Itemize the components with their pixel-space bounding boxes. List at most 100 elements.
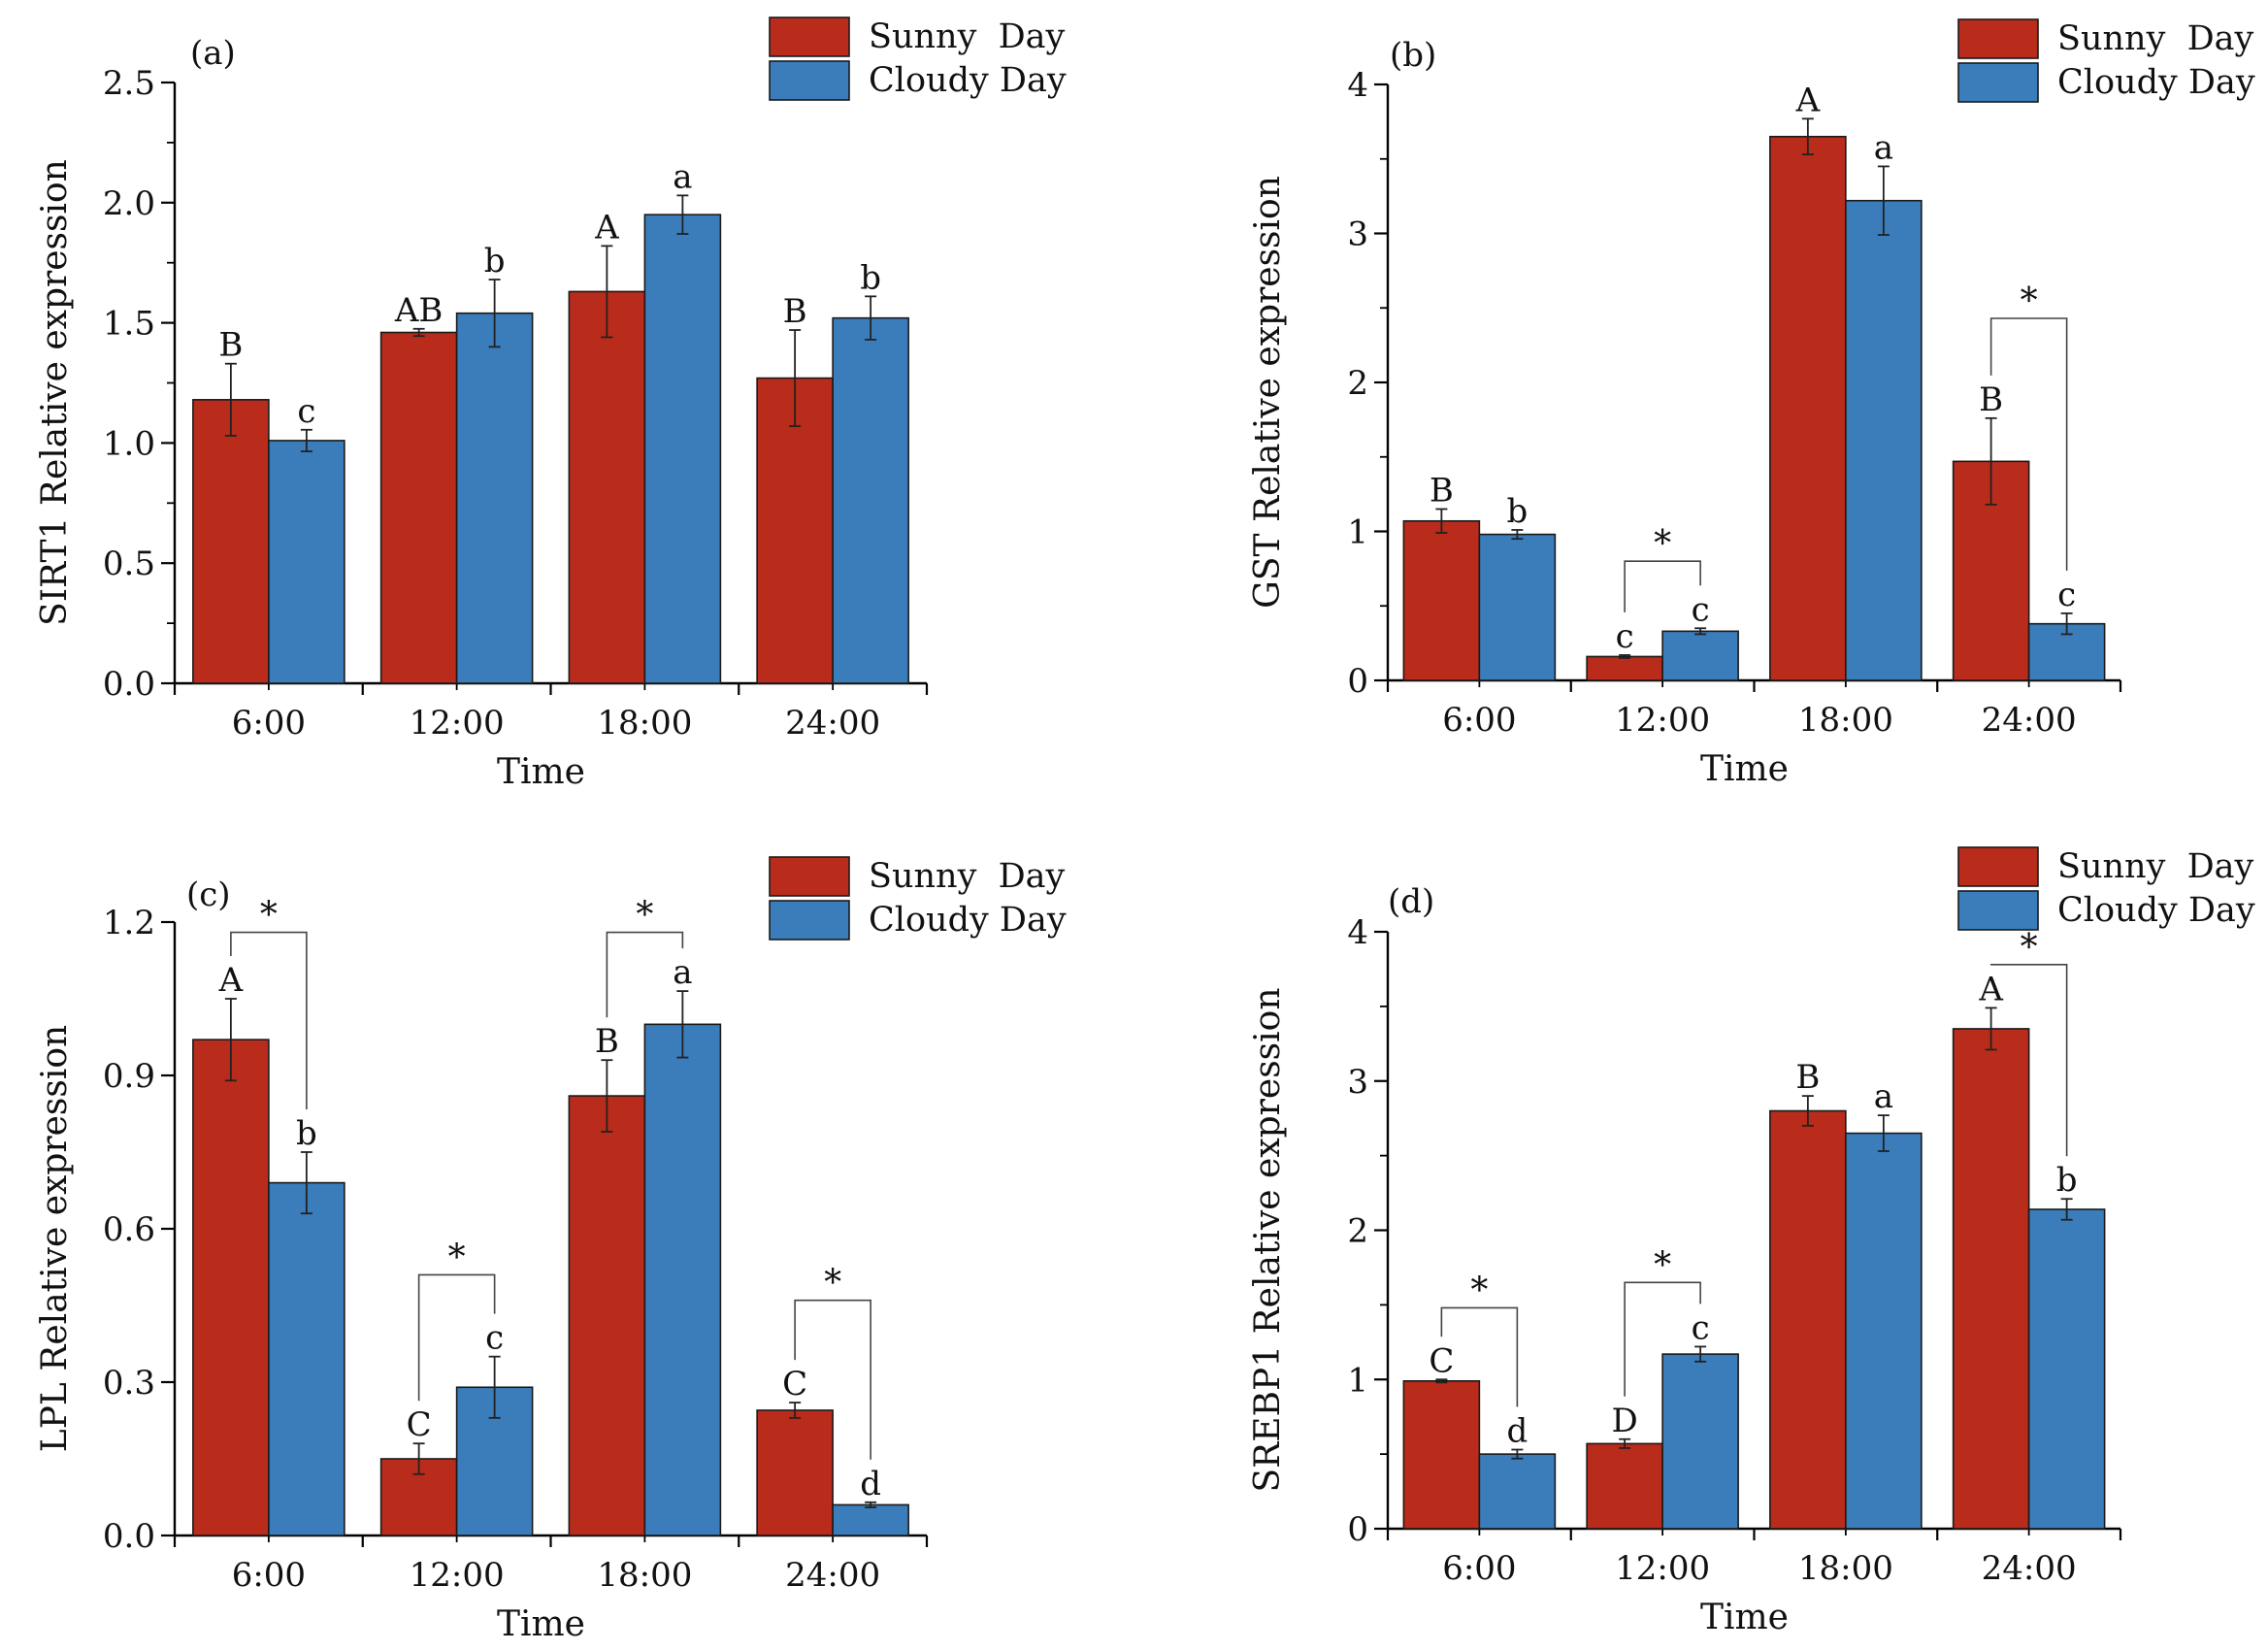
y-axis-title: GST Relative expression bbox=[1248, 176, 1288, 609]
bar-sunny-1 bbox=[192, 399, 270, 684]
y-tick-label: 2.0 bbox=[103, 184, 155, 223]
x-axis-title: Time bbox=[497, 752, 585, 792]
legend-label: Sunny Day bbox=[2057, 19, 2254, 58]
y-tick-label: 2.5 bbox=[103, 64, 155, 103]
significance-letter: a bbox=[673, 157, 692, 196]
y-tick-label: 4 bbox=[1347, 66, 1368, 105]
significance-star: * bbox=[824, 1264, 841, 1304]
y-tick-label: 0.3 bbox=[103, 1364, 155, 1403]
x-tick-label: 12:00 bbox=[1615, 701, 1710, 740]
significance-letter: c bbox=[485, 1319, 504, 1358]
significance-star: * bbox=[2021, 928, 2038, 968]
significance-letter: a bbox=[1874, 128, 1893, 167]
significance-letter: a bbox=[1874, 1077, 1893, 1116]
significance-letter: AB bbox=[394, 291, 444, 330]
significance-letter: d bbox=[1506, 1412, 1528, 1451]
y-tick-label: 0.9 bbox=[103, 1057, 155, 1096]
x-tick-label: 12:00 bbox=[410, 704, 505, 743]
significance-star: * bbox=[2021, 281, 2038, 321]
legend: Sunny Day Cloudy Day bbox=[1957, 18, 2255, 103]
bar-cloudy-1 bbox=[1478, 533, 1557, 681]
significance-bracket bbox=[1624, 560, 1701, 612]
legend-swatch-sunny bbox=[1957, 18, 2039, 59]
y-tick-label: 2 bbox=[1347, 364, 1368, 403]
x-axis-title: Time bbox=[1700, 749, 1789, 789]
significance-bracket bbox=[1989, 317, 2068, 571]
bar-sunny-4 bbox=[756, 377, 834, 684]
significance-letter: c bbox=[1692, 1308, 1710, 1347]
bar-cloudy-3 bbox=[643, 214, 722, 684]
chart-panel-2: 0 1 2 3 4 6:00 12:00 18:00 24:00 Time GST Relative… bbox=[1248, 18, 2255, 789]
x-tick-label: 12:00 bbox=[1615, 1549, 1710, 1588]
panel-label: (c) bbox=[186, 875, 231, 914]
bar-sunny-3 bbox=[1769, 135, 1847, 681]
significance-star: * bbox=[260, 896, 278, 936]
y-tick-label: 2 bbox=[1347, 1212, 1368, 1251]
y-tick-label: 3 bbox=[1347, 1063, 1368, 1102]
bar-cloudy-3 bbox=[643, 1023, 722, 1536]
x-tick-label: 12:00 bbox=[410, 1556, 505, 1595]
significance-letter: B bbox=[1430, 471, 1454, 510]
significance-star: * bbox=[1654, 1245, 1671, 1285]
legend-swatch-cloudy bbox=[769, 60, 850, 101]
y-tick-label: 0 bbox=[1347, 1510, 1368, 1549]
bar-cloudy-4 bbox=[2027, 1208, 2106, 1530]
panel-label: (b) bbox=[1390, 36, 1436, 75]
y-tick-label: 1 bbox=[1347, 1361, 1368, 1400]
x-tick-label: 18:00 bbox=[1798, 701, 1893, 740]
x-tick-label: 6:00 bbox=[232, 704, 306, 743]
significance-letter: B bbox=[1979, 380, 2003, 419]
bar-cloudy-1 bbox=[268, 1181, 345, 1536]
legend-label: Sunny Day bbox=[869, 17, 1066, 56]
significance-letter: b bbox=[484, 242, 506, 281]
significance-bracket bbox=[1440, 1306, 1519, 1407]
x-tick-label: 18:00 bbox=[597, 1556, 692, 1595]
y-tick-label: 1.2 bbox=[103, 904, 155, 942]
legend-label: Cloudy Day bbox=[2057, 891, 2255, 930]
bar-sunny-4 bbox=[1952, 1028, 2030, 1530]
bar-sunny-3 bbox=[1769, 1109, 1847, 1530]
bar-cloudy-4 bbox=[832, 1503, 909, 1536]
legend-label: Sunny Day bbox=[2057, 847, 2254, 886]
significance-letter: b bbox=[2056, 1161, 2078, 1200]
panel-label: (a) bbox=[190, 34, 236, 73]
x-tick-label: 18:00 bbox=[597, 704, 692, 743]
bar-sunny-3 bbox=[568, 1095, 646, 1536]
x-tick-label: 6:00 bbox=[1442, 1549, 1516, 1588]
significance-letter: c bbox=[1692, 590, 1710, 629]
legend-swatch-cloudy bbox=[769, 900, 850, 941]
bar-cloudy-1 bbox=[268, 440, 345, 684]
y-tick-label: 3 bbox=[1347, 215, 1368, 254]
legend-swatch-cloudy bbox=[1957, 62, 2039, 103]
significance-bracket bbox=[1624, 1281, 1701, 1397]
significance-star: * bbox=[1470, 1271, 1488, 1310]
bar-sunny-1 bbox=[1402, 1379, 1481, 1530]
y-tick-label: 1.5 bbox=[103, 305, 155, 344]
bar-cloudy-2 bbox=[455, 312, 534, 684]
significance-letter: C bbox=[407, 1405, 432, 1444]
significance-letter: B bbox=[595, 1022, 619, 1061]
significance-letter: A bbox=[1978, 970, 2003, 1008]
y-tick-label: 0.6 bbox=[103, 1210, 155, 1249]
significance-letter: A bbox=[1795, 81, 1821, 119]
bar-cloudy-1 bbox=[1478, 1453, 1557, 1530]
x-tick-label: 6:00 bbox=[1442, 701, 1516, 740]
significance-letter: C bbox=[782, 1365, 807, 1403]
y-axis-title: LPL Relative expression bbox=[35, 1025, 75, 1452]
x-tick-label: 24:00 bbox=[785, 704, 880, 743]
x-axis-title: Time bbox=[497, 1604, 585, 1644]
x-tick-label: 24:00 bbox=[785, 1556, 880, 1595]
significance-bracket bbox=[794, 1299, 871, 1460]
y-tick-label: 0.0 bbox=[103, 665, 155, 704]
y-axis-title: SIRT1 Relative expression bbox=[35, 159, 75, 626]
bar-cloudy-2 bbox=[1661, 1353, 1739, 1530]
bar-sunny-1 bbox=[192, 1039, 270, 1536]
significance-letter: b bbox=[860, 258, 881, 297]
panel-label: (d) bbox=[1388, 882, 1434, 921]
x-tick-label: 24:00 bbox=[1982, 701, 2077, 740]
bar-cloudy-4 bbox=[832, 316, 909, 684]
significance-bracket bbox=[1989, 964, 2068, 1157]
significance-letter: C bbox=[1429, 1341, 1454, 1380]
significance-star: * bbox=[448, 1238, 466, 1277]
significance-letter: c bbox=[297, 392, 315, 431]
